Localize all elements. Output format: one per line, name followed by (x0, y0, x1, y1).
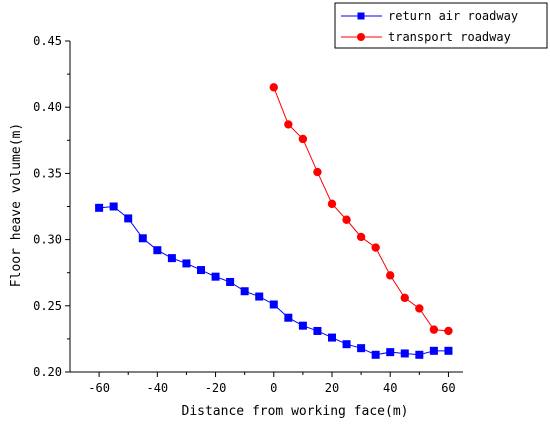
plot-area (69, 41, 463, 373)
data-point-return-air-roadway (415, 350, 424, 359)
x-axis-title: Distance from working face(m) (182, 404, 409, 419)
y-tick-label: 0.25 (33, 299, 62, 313)
data-point-transport-roadway (313, 167, 322, 177)
legend: return air roadway transport roadway (334, 2, 548, 49)
data-point-return-air-roadway (109, 202, 118, 211)
data-point-transport-roadway (356, 232, 366, 242)
legend-marker-transport (357, 33, 365, 41)
data-point-return-air-roadway (153, 246, 162, 255)
data-point-transport-roadway (400, 293, 409, 303)
data-point-transport-roadway (284, 120, 293, 129)
data-point-return-air-roadway (284, 313, 293, 322)
y-tick-label: 0.40 (33, 100, 62, 114)
x-tick-label: 40 (383, 381, 397, 395)
data-point-transport-roadway (429, 325, 439, 334)
data-point-return-air-roadway (328, 333, 336, 342)
data-point-return-air-roadway (371, 350, 380, 359)
data-point-return-air-roadway (357, 344, 366, 353)
x-tick-label: -20 (205, 381, 227, 395)
data-point-return-air-roadway (95, 203, 104, 212)
x-axis: -60 -40 -20 0 20 40 60 (88, 372, 456, 395)
data-point-transport-roadway (386, 271, 395, 280)
data-point-return-air-roadway (167, 254, 176, 263)
data-point-transport-roadway (371, 243, 380, 252)
y-axis: 0.20 0.25 0.30 0.35 0.40 0.45 (33, 34, 70, 379)
y-tick-label: 0.45 (33, 34, 62, 48)
data-point-return-air-roadway (138, 234, 147, 243)
data-point-transport-roadway (269, 83, 278, 92)
data-point-return-air-roadway (444, 346, 453, 355)
series-line-transport-roadway (273, 87, 449, 332)
data-point-return-air-roadway (211, 272, 220, 281)
y-tick-label: 0.30 (33, 233, 62, 247)
data-point-return-air-roadway (255, 292, 264, 301)
legend-marker-return-air (357, 12, 365, 20)
data-point-transport-roadway (327, 199, 337, 209)
x-tick-label: 20 (325, 381, 339, 395)
data-point-return-air-roadway (240, 287, 249, 296)
y-axis-title: Floor heave volume(m) (9, 123, 24, 287)
x-tick-label: 0 (270, 381, 277, 395)
data-point-transport-roadway (444, 326, 453, 336)
data-point-return-air-roadway (298, 321, 307, 330)
data-point-return-air-roadway (429, 346, 438, 355)
x-tick-label: -40 (146, 381, 168, 395)
series-line-return-air-roadway (99, 205, 449, 356)
data-point-transport-roadway (342, 215, 351, 224)
y-tick-label: 0.20 (33, 365, 62, 379)
data-point-return-air-roadway (313, 326, 322, 335)
x-tick-label: -60 (88, 381, 110, 395)
x-tick-label: 60 (441, 381, 455, 395)
legend-box (334, 2, 548, 49)
data-point-return-air-roadway (182, 259, 191, 268)
data-point-return-air-roadway (342, 340, 351, 349)
series-layer (95, 83, 453, 359)
y-tick-label: 0.35 (33, 166, 62, 180)
legend-label-transport: transport roadway (388, 30, 511, 44)
data-point-return-air-roadway (386, 348, 395, 357)
data-point-return-air-roadway (400, 349, 409, 358)
data-point-return-air-roadway (124, 214, 133, 223)
data-point-return-air-roadway (226, 277, 235, 286)
legend-label-return-air: return air roadway (388, 9, 518, 23)
data-point-return-air-roadway (269, 300, 278, 309)
data-point-return-air-roadway (197, 266, 205, 275)
data-point-transport-roadway (298, 134, 308, 144)
data-point-transport-roadway (415, 304, 424, 313)
